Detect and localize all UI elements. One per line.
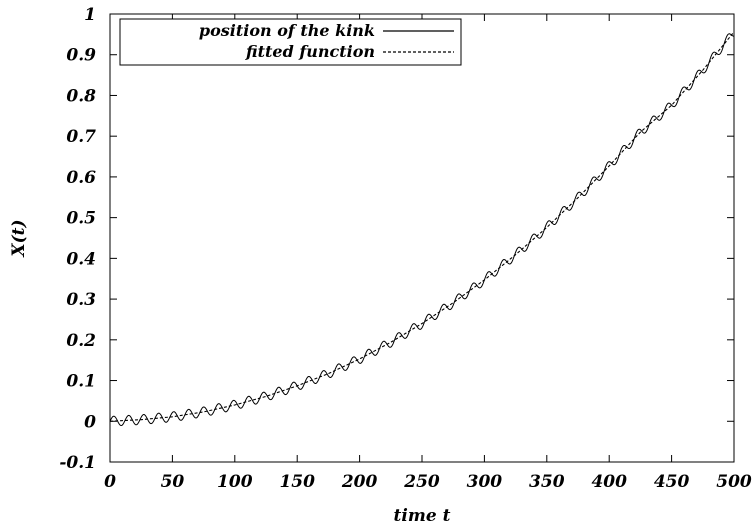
y-tick-label: 0.8 bbox=[66, 86, 96, 106]
ticks bbox=[109, 13, 735, 463]
y-tick-label: 0.4 bbox=[66, 249, 96, 269]
x-tick-label: 200 bbox=[341, 472, 378, 492]
legend-label-fit: fitted function bbox=[245, 42, 375, 61]
x-tick-label: 250 bbox=[403, 472, 440, 492]
y-tick-label: 0.9 bbox=[66, 46, 96, 66]
y-tick-label: 0.3 bbox=[66, 290, 96, 310]
x-tick-label: 300 bbox=[467, 472, 503, 492]
y-tick-label: 0.2 bbox=[66, 331, 96, 351]
legend-label-kink: position of the kink bbox=[199, 21, 375, 40]
series-position-of-the-kink bbox=[109, 33, 734, 427]
series-layer bbox=[109, 31, 735, 427]
x-tick-label: 350 bbox=[529, 472, 565, 492]
y-tick-label: -0.1 bbox=[59, 453, 96, 473]
y-tick-label: 0.5 bbox=[66, 209, 96, 229]
x-tick-label: 500 bbox=[716, 472, 752, 492]
y-tick-label: 0.7 bbox=[66, 127, 96, 147]
plot-frame bbox=[109, 13, 735, 463]
x-tick-label: 0 bbox=[104, 472, 116, 492]
legend: position of the kink fitted function bbox=[119, 18, 462, 66]
series-fitted-function bbox=[109, 31, 735, 422]
y-tick-label: 0 bbox=[84, 412, 96, 432]
x-tick-label: 100 bbox=[217, 472, 253, 492]
tick-labels: 0 50 100 150 200 250 300 350 400 450 500 -0.1 0 0.1 0.… bbox=[59, 5, 752, 492]
y-axis-label: X(t) bbox=[9, 219, 29, 257]
x-tick-label: 400 bbox=[591, 472, 627, 492]
legend-box bbox=[119, 18, 462, 66]
x-tick-label: 450 bbox=[654, 472, 690, 492]
x-tick-label: 50 bbox=[161, 472, 185, 492]
x-tick-label: 150 bbox=[279, 472, 315, 492]
y-tick-label: 1 bbox=[84, 5, 96, 25]
x-axis-label: time t bbox=[394, 506, 451, 526]
y-tick-label: 0.1 bbox=[66, 372, 96, 392]
y-tick-label: 0.6 bbox=[66, 168, 96, 188]
